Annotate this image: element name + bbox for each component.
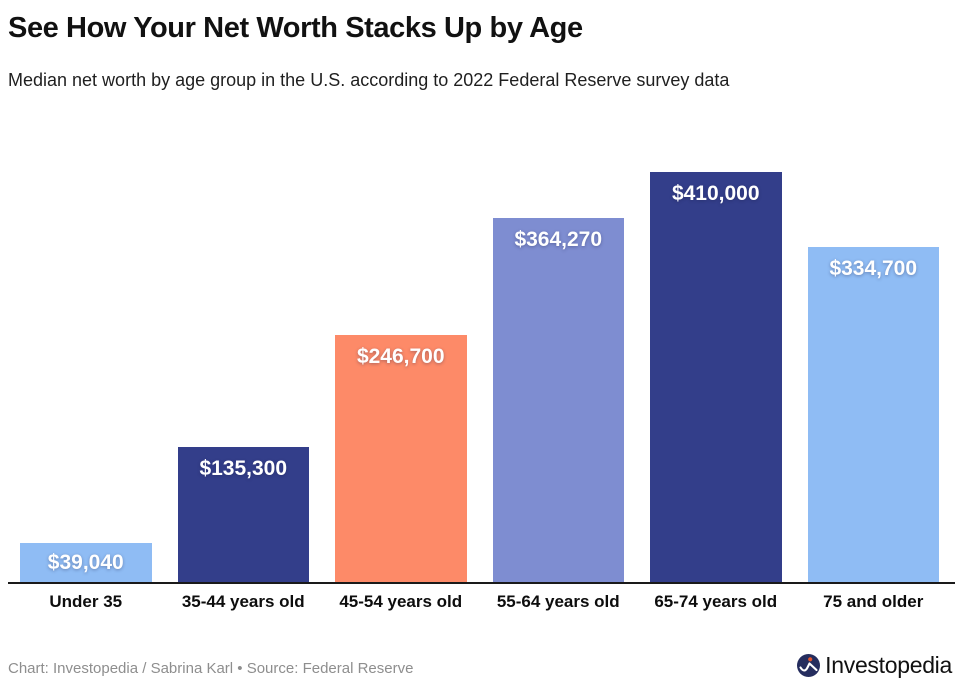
x-axis-label-75-and-older: 75 and older (823, 592, 924, 611)
investopedia-logo: Investopedia (797, 652, 952, 679)
bar-75-and-older: $334,700 (807, 247, 939, 582)
bar-value-label: $334,700 (829, 257, 918, 280)
bar-value-label: $246,700 (356, 345, 445, 368)
bar-65-74-years-old: $410,000 (650, 172, 782, 582)
bar-35-44-years-old: $135,300 (177, 447, 309, 582)
bar-under-35: $39,040 (20, 543, 152, 582)
bar-plot-area: $39,040 $135,300 $246,700 $364,270 $410,000 $… (20, 120, 939, 582)
x-axis-baseline (8, 582, 955, 584)
chart-credit: Chart: Investopedia / Sabrina Karl • Sou… (8, 660, 414, 677)
chart-title: See How Your Net Worth Stacks Up by Age (8, 12, 583, 44)
investopedia-logo-icon (797, 654, 821, 677)
bar-55-64-years-old: $364,270 (492, 218, 624, 582)
x-axis-label-45-54-years-old: 45-54 years old (339, 592, 463, 611)
bar-value-label: $410,000 (671, 182, 760, 205)
chart-subtitle: Median net worth by age group in the U.S… (8, 70, 730, 90)
x-axis-label-55-64-years-old: 55-64 years old (496, 592, 620, 611)
bar-45-54-years-old: $246,700 (335, 335, 467, 582)
bar-value-label: $135,300 (199, 457, 288, 480)
bar-value-label: $39,040 (47, 550, 124, 574)
bar-value-label: $364,270 (514, 228, 603, 251)
x-axis-label-65-74-years-old: 65-74 years old (654, 592, 778, 611)
x-axis-label-under-35: Under 35 (49, 592, 123, 611)
x-axis-labels: Under 35 35-44 years old 45-54 years old 55… (20, 592, 939, 612)
investopedia-logo-text: Investopedia (825, 652, 952, 678)
x-axis-label-35-44-years-old: 35-44 years old (181, 592, 305, 611)
